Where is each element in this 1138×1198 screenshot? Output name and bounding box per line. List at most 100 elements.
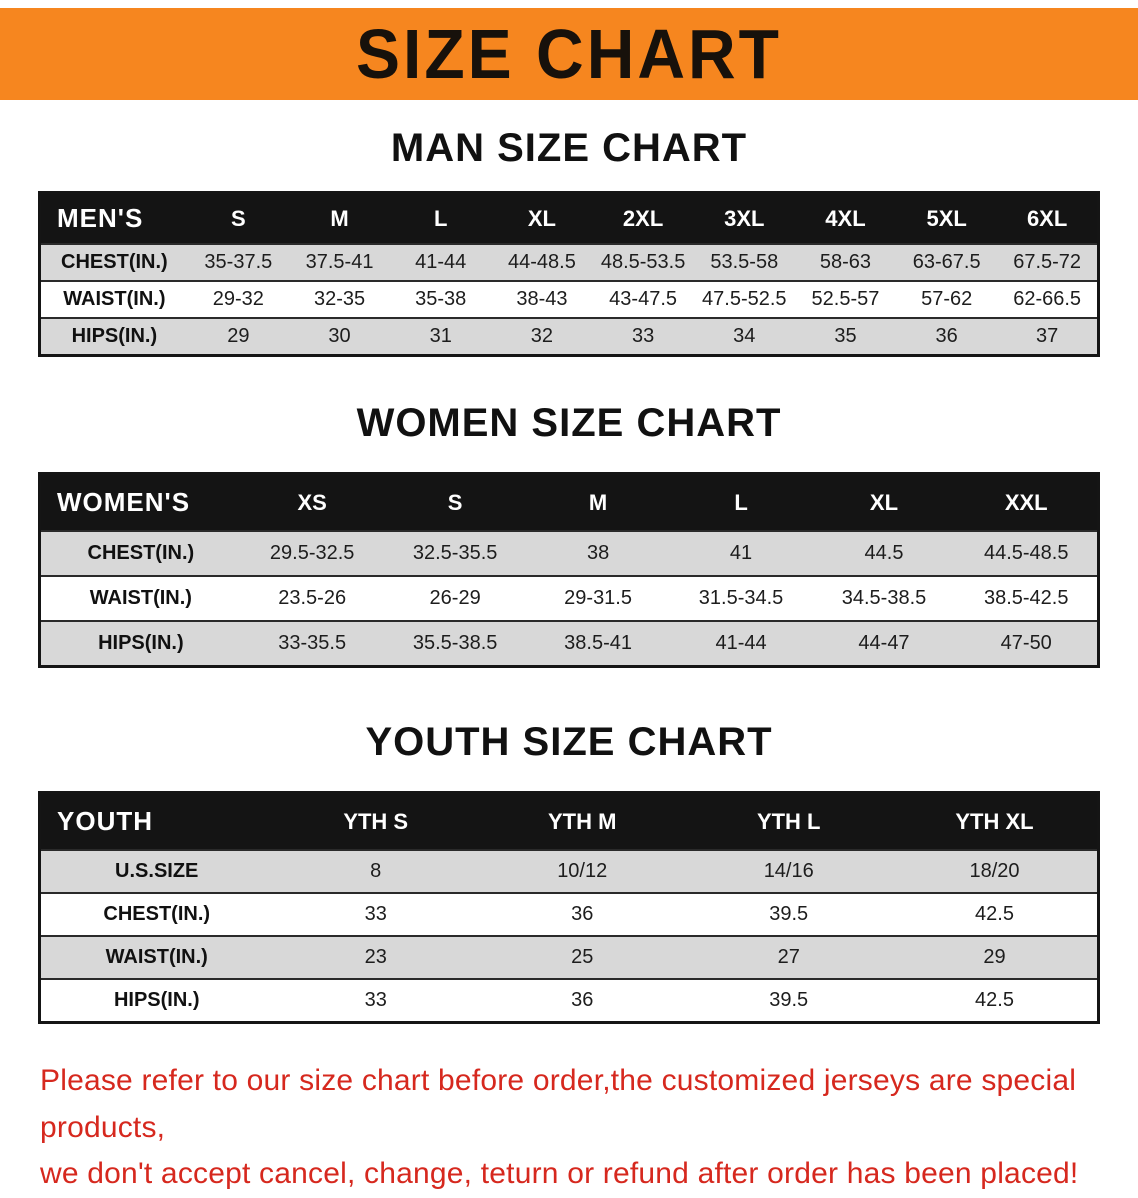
measurement-value: 30 bbox=[328, 325, 351, 347]
size-column-header: 2XL bbox=[592, 192, 694, 244]
measurement-value: 23 bbox=[364, 946, 387, 968]
size-column-header: S bbox=[187, 192, 289, 244]
size-column-header: M bbox=[288, 192, 391, 244]
youth-size-section: YOUTH SIZE CHART YOUTH YTH S YTH M YTH L YTH … bbox=[0, 720, 1138, 1024]
measurement-row: HIPS(IN.) 33 36 39.5 42.5 bbox=[39, 979, 1099, 1023]
measurement-row: WAIST(IN.) 29-32 32-35 35-38 38-43 43-47.5 47.… bbox=[39, 281, 1099, 318]
measurement-value: 35-38 bbox=[415, 288, 467, 310]
order-notice: Please refer to our size chart before or… bbox=[40, 1058, 1098, 1198]
measurement-value: 36 bbox=[571, 989, 594, 1011]
size-column-header: YTH L bbox=[685, 792, 892, 850]
measurement-value: 35 bbox=[834, 325, 857, 347]
measurement-value: 29-32 bbox=[212, 288, 264, 310]
measurement-value: 10/12 bbox=[557, 860, 608, 882]
measurement-value: 41-44 bbox=[415, 251, 467, 273]
measurement-value: 14/16 bbox=[763, 860, 814, 882]
size-column-header: M bbox=[526, 473, 670, 531]
measurement-label: WAIST(IN.) bbox=[105, 946, 208, 968]
measurement-value: 62-66.5 bbox=[1013, 288, 1082, 310]
men-size-section: MAN SIZE CHART MEN'S S M L XL 2XL 3XL 4XL 5XL 6XL C… bbox=[0, 126, 1138, 357]
title-banner: SIZE CHART bbox=[0, 8, 1138, 100]
measurement-value: 33 bbox=[364, 903, 387, 925]
measurement-label: CHEST(IN.) bbox=[87, 542, 195, 564]
measurement-value: 33 bbox=[364, 989, 387, 1011]
measurement-value: 29-31.5 bbox=[564, 587, 632, 609]
men-size-heading: MAN SIZE CHART bbox=[390, 126, 748, 170]
measurement-value: 29 bbox=[227, 325, 250, 347]
measurement-value: 18/20 bbox=[969, 860, 1020, 882]
measurement-value: 23.5-26 bbox=[278, 587, 347, 609]
measurement-label: WAIST(IN.) bbox=[89, 587, 192, 609]
size-column-header: 4XL bbox=[794, 192, 897, 244]
size-column-header: XS bbox=[240, 473, 384, 531]
size-chart-sections: MAN SIZE CHART MEN'S S M L XL 2XL 3XL 4XL 5XL 6XL C… bbox=[0, 126, 1138, 1024]
measurement-value: 41-44 bbox=[715, 632, 767, 654]
size-column-header: L bbox=[390, 192, 492, 244]
size-column-header: L bbox=[669, 473, 813, 531]
measurement-value: 34 bbox=[733, 325, 756, 347]
measurement-row: WAIST(IN.) 23 25 27 29 bbox=[39, 936, 1099, 979]
size-column-header: XXL bbox=[955, 473, 1099, 531]
measurement-label: CHEST(IN.) bbox=[103, 903, 211, 925]
page-title: SIZE CHART bbox=[356, 15, 782, 93]
youth-size-heading: YOUTH SIZE CHART bbox=[365, 720, 773, 764]
measurement-value: 67.5-72 bbox=[1013, 251, 1082, 273]
header-row: YOUTH YTH S YTH M YTH L YTH XL bbox=[39, 792, 1099, 850]
header-row: MEN'S S M L XL 2XL 3XL 4XL 5XL 6XL bbox=[39, 192, 1099, 244]
measurement-value: 8 bbox=[370, 860, 382, 882]
measurement-row: CHEST(IN.) 35-37.5 37.5-41 41-44 44-48.5 48.5… bbox=[39, 244, 1099, 281]
measurement-value: 39.5 bbox=[769, 903, 809, 925]
header-row: WOMEN'S XS S M L XL XXL bbox=[39, 473, 1099, 531]
measurement-row: U.S.SIZE 8 10/12 14/16 18/20 bbox=[39, 850, 1099, 893]
measurement-value: 38.5-42.5 bbox=[983, 587, 1069, 609]
youth-table-title: YOUTH bbox=[39, 792, 273, 850]
measurement-value: 32 bbox=[530, 325, 554, 347]
measurement-row: CHEST(IN.) 33 36 39.5 42.5 bbox=[39, 893, 1099, 936]
measurement-value: 34.5-38.5 bbox=[841, 587, 927, 609]
measurement-value: 36 bbox=[571, 903, 594, 925]
women-size-heading: WOMEN SIZE CHART bbox=[356, 401, 782, 445]
size-column-header: 3XL bbox=[693, 192, 795, 244]
men-size-table: MEN'S S M L XL 2XL 3XL 4XL 5XL 6XL CHEST(IN.) 35-37… bbox=[38, 191, 1100, 357]
measurement-value: 33 bbox=[631, 325, 655, 347]
size-column-header: XL bbox=[812, 473, 956, 531]
men-table-title: MEN'S bbox=[39, 192, 188, 244]
size-column-header: XL bbox=[491, 192, 593, 244]
measurement-value: 38 bbox=[586, 542, 610, 564]
measurement-value: 32.5-35.5 bbox=[412, 542, 498, 564]
measurement-row: HIPS(IN.) 33-35.5 35.5-38.5 38.5-41 41-44 44-… bbox=[39, 621, 1099, 667]
size-column-header: YTH S bbox=[272, 792, 479, 850]
measurement-value: 44-48.5 bbox=[507, 251, 576, 273]
measurement-label: HIPS(IN.) bbox=[113, 989, 200, 1011]
measurement-value: 31 bbox=[429, 325, 452, 347]
measurement-label: U.S.SIZE bbox=[115, 860, 199, 882]
measurement-value: 47-50 bbox=[1000, 632, 1052, 654]
measurement-value: 63-67.5 bbox=[912, 251, 981, 273]
measurement-label: CHEST(IN.) bbox=[61, 251, 168, 273]
size-column-header: YTH XL bbox=[891, 792, 1099, 850]
measurement-value: 33-35.5 bbox=[278, 632, 347, 654]
measurement-value: 37.5-41 bbox=[305, 251, 374, 273]
measurement-value: 39.5 bbox=[769, 989, 809, 1011]
women-table-title: WOMEN'S bbox=[39, 473, 241, 531]
measurement-value: 36 bbox=[935, 325, 958, 347]
measurement-value: 29.5-32.5 bbox=[269, 542, 355, 564]
measurement-value: 29 bbox=[983, 946, 1006, 968]
measurement-value: 38-43 bbox=[516, 288, 568, 310]
measurement-row: CHEST(IN.) 29.5-32.5 32.5-35.5 38 41 44.5 44.5… bbox=[39, 531, 1099, 576]
measurement-value: 52.5-57 bbox=[811, 288, 880, 310]
measurement-value: 44.5 bbox=[864, 542, 904, 564]
measurement-value: 47.5-52.5 bbox=[702, 288, 787, 310]
size-column-header: YTH M bbox=[478, 792, 686, 850]
measurement-row: HIPS(IN.) 29 30 31 32 33 34 35 36 37 bbox=[39, 318, 1099, 356]
measurement-value: 42.5 bbox=[975, 989, 1014, 1011]
measurement-label: HIPS(IN.) bbox=[71, 325, 158, 347]
measurement-value: 37 bbox=[1036, 325, 1059, 347]
measurement-value: 53.5-58 bbox=[710, 251, 779, 273]
measurement-value: 35-37.5 bbox=[204, 251, 273, 273]
measurement-value: 43-47.5 bbox=[609, 288, 678, 310]
measurement-label: HIPS(IN.) bbox=[98, 632, 184, 654]
measurement-value: 44.5-48.5 bbox=[983, 542, 1069, 564]
women-size-section: WOMEN SIZE CHART WOMEN'S XS S M L XL XXL CHEST(I… bbox=[0, 401, 1138, 668]
measurement-value: 57-62 bbox=[921, 288, 973, 310]
